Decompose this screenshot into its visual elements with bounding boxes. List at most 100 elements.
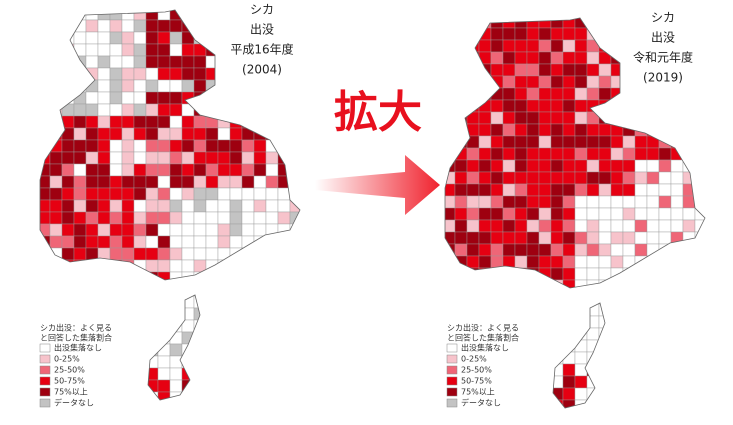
grid-cell	[157, 355, 171, 369]
grid-cell	[265, 295, 279, 309]
grid-cell	[514, 159, 528, 173]
grid-cell	[514, 291, 528, 305]
grid-cell	[634, 363, 648, 377]
grid-cell	[253, 343, 267, 357]
grid-cell	[193, 91, 207, 105]
grid-cell	[181, 139, 195, 153]
grid-cell	[217, 31, 231, 45]
grid-cell	[289, 367, 300, 381]
grid-cell	[445, 18, 456, 29]
grid-cell	[121, 379, 135, 393]
grid-cell	[145, 91, 159, 105]
grid-cell	[49, 91, 63, 105]
grid-cell	[277, 127, 291, 141]
grid-cell	[85, 379, 99, 393]
grid-cell	[538, 18, 552, 29]
grid-cell	[205, 211, 219, 225]
grid-cell	[586, 255, 600, 269]
grid-cell	[574, 147, 588, 161]
grid-cell	[121, 55, 135, 69]
grid-cell	[538, 327, 552, 341]
grid-cell	[490, 18, 504, 29]
grid-cell	[40, 103, 51, 117]
grid-cell	[277, 91, 291, 105]
grid-cell	[466, 291, 480, 305]
grid-cell	[73, 115, 87, 129]
grid-cell	[241, 115, 255, 129]
grid-cell	[253, 295, 267, 309]
grid-cell	[73, 10, 87, 21]
grid-cell	[490, 135, 504, 149]
grid-cell	[145, 103, 159, 117]
grid-cell	[634, 18, 648, 29]
grid-cell	[241, 211, 255, 225]
grid-cell	[538, 279, 552, 293]
grid-cell	[241, 223, 255, 237]
grid-cell	[157, 115, 171, 129]
grid-cell	[466, 219, 480, 233]
grid-cell	[265, 307, 279, 321]
grid-cell	[121, 67, 135, 81]
grid-cell	[574, 75, 588, 89]
grid-cell	[478, 39, 492, 53]
grid-cell	[694, 27, 705, 41]
grid-cell	[574, 207, 588, 221]
grid-cell	[526, 303, 540, 317]
grid-cell	[550, 75, 564, 89]
grid-cell	[598, 75, 612, 89]
grid-cell	[478, 255, 492, 269]
grid-cell	[49, 211, 63, 225]
grid-cell	[145, 43, 159, 57]
grid-cell	[169, 139, 183, 153]
grid-cell	[646, 207, 660, 221]
grid-cell	[205, 355, 219, 369]
grid-cell	[490, 231, 504, 245]
grid-cell	[61, 187, 75, 201]
grid-cell	[502, 375, 516, 389]
grid-cell	[121, 367, 135, 381]
grid-cell	[670, 303, 684, 317]
grid-cell	[49, 55, 63, 69]
grid-cell	[157, 163, 171, 177]
grid-cell	[145, 307, 159, 321]
grid-cell	[145, 139, 159, 153]
grid-cell	[466, 171, 480, 185]
grid-cell	[121, 319, 135, 333]
grid-cell	[574, 315, 588, 329]
grid-cell	[181, 10, 195, 21]
grid-cell	[550, 291, 564, 305]
grid-cell	[454, 27, 468, 41]
grid-cell	[157, 259, 171, 273]
grid-cell	[217, 307, 231, 321]
grid-cell	[49, 175, 63, 189]
grid-cell	[682, 267, 696, 281]
grid-cell	[181, 223, 195, 237]
grid-cell	[658, 315, 672, 329]
grid-cell	[622, 27, 636, 41]
grid-cell	[289, 55, 300, 69]
grid-cell	[526, 75, 540, 89]
grid-cell	[193, 19, 207, 33]
grid-cell	[502, 99, 516, 113]
grid-cell	[241, 367, 255, 381]
grid-cell	[265, 187, 279, 201]
grid-cell	[40, 271, 51, 285]
grid-cell	[229, 19, 243, 33]
grid-cell	[634, 339, 648, 353]
grid-cell	[289, 235, 300, 249]
grid-cell	[550, 171, 564, 185]
grid-cell	[40, 10, 51, 21]
grid-cell	[586, 39, 600, 53]
grid-cell	[241, 151, 255, 165]
grid-cell	[502, 123, 516, 137]
grid-cell	[157, 367, 171, 381]
grid-cell	[253, 391, 267, 400]
grid-cell	[694, 63, 705, 77]
legend-swatch	[39, 376, 51, 386]
grid-cell	[241, 139, 255, 153]
grid-cell	[229, 127, 243, 141]
grid-cell	[253, 139, 267, 153]
grid-cell	[574, 351, 588, 365]
grid-cell	[586, 399, 600, 408]
